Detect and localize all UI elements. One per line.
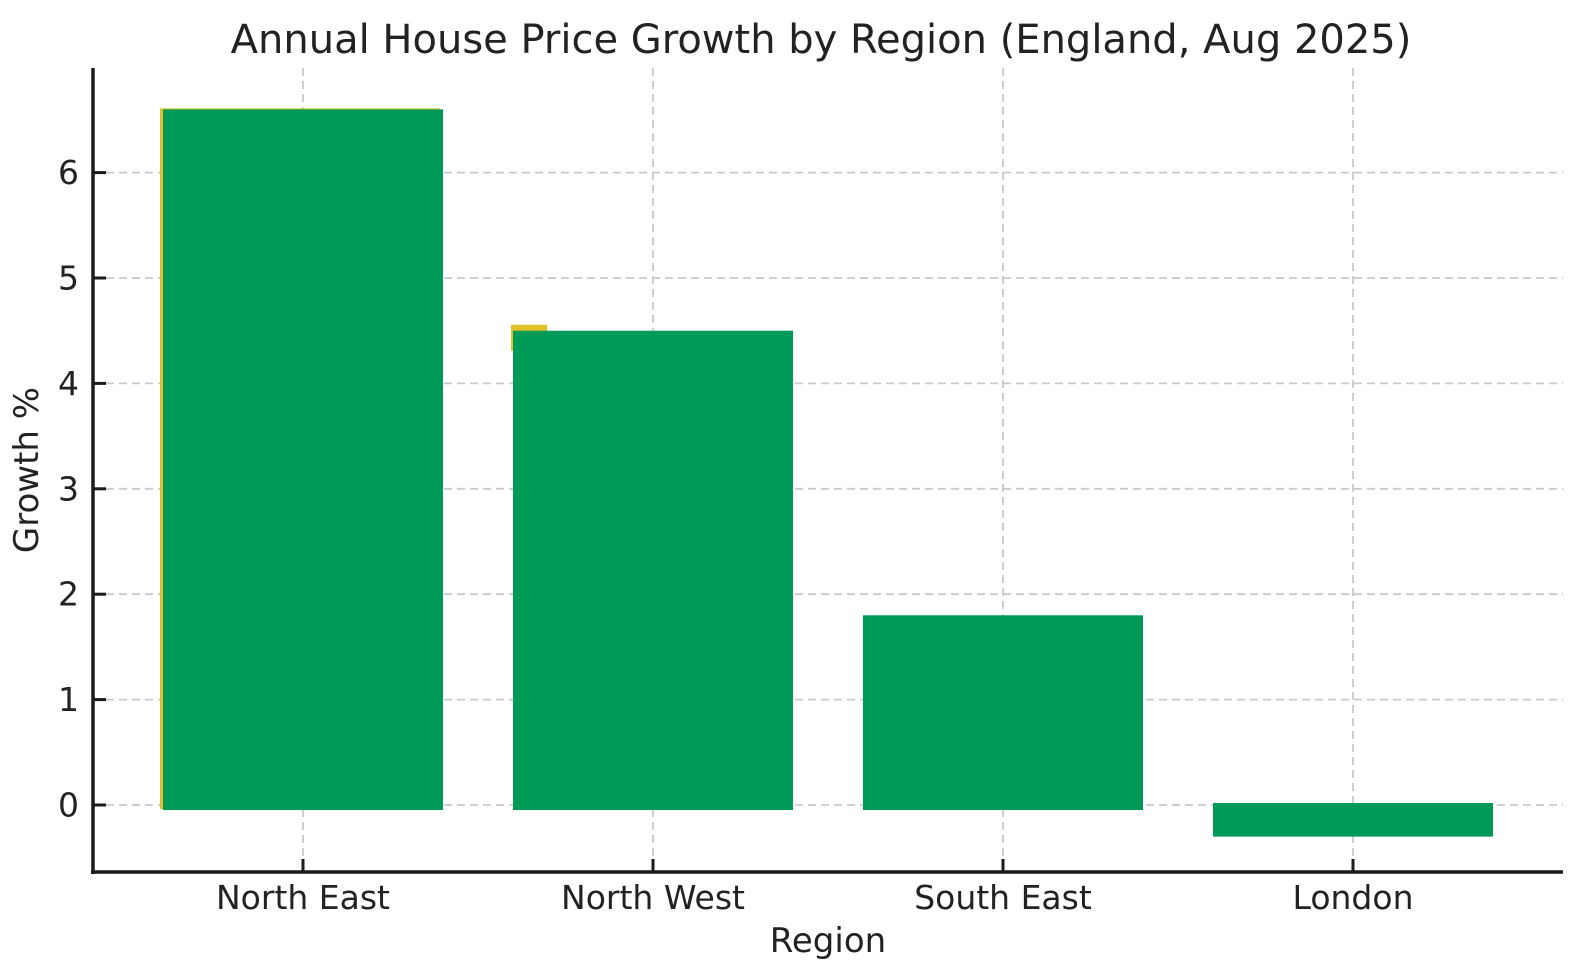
xtick-label-north-west: North West xyxy=(561,878,745,917)
tick-labels-layer: 0 1 2 3 4 5 6 North East North West South East Lon… xyxy=(58,153,1413,917)
ytick-label-3: 3 xyxy=(58,469,79,508)
xtick-label-london: London xyxy=(1293,878,1414,917)
axes-layer xyxy=(91,68,1563,874)
xtick-label-south-east: South East xyxy=(914,878,1092,917)
ytick-label-4: 4 xyxy=(58,364,79,403)
bar-south-east xyxy=(863,615,1143,810)
ytick-label-1: 1 xyxy=(58,680,79,719)
x-axis-label: Region xyxy=(770,921,886,961)
xtick-label-north-east: North East xyxy=(216,878,390,917)
bar-north-east xyxy=(163,109,443,811)
bars-layer xyxy=(163,109,1493,837)
bar-north-west xyxy=(513,330,793,810)
bar-london xyxy=(1213,803,1493,837)
ytick-label-0: 0 xyxy=(58,786,79,825)
ytick-label-5: 5 xyxy=(58,259,79,298)
ytick-label-6: 6 xyxy=(58,153,79,192)
chart-title: Annual House Price Growth by Region (Eng… xyxy=(231,17,1412,63)
y-axis-label: Growth % xyxy=(7,387,47,553)
ytick-label-2: 2 xyxy=(58,575,79,614)
